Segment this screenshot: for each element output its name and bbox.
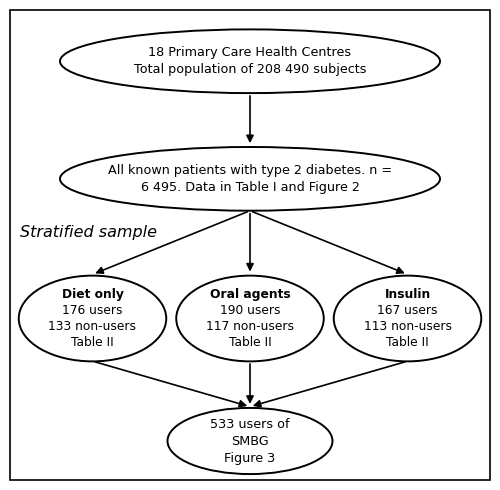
Text: 176 users: 176 users <box>62 304 123 317</box>
Text: 190 users: 190 users <box>220 304 280 317</box>
Text: Diet only: Diet only <box>62 288 124 301</box>
Text: 18 Primary Care Health Centres
Total population of 208 490 subjects: 18 Primary Care Health Centres Total pop… <box>134 46 366 76</box>
Text: 113 non-users: 113 non-users <box>364 320 452 333</box>
Text: 533 users of
SMBG
Figure 3: 533 users of SMBG Figure 3 <box>210 417 290 465</box>
Ellipse shape <box>60 29 440 93</box>
Ellipse shape <box>60 147 440 211</box>
Text: Table II: Table II <box>228 336 272 349</box>
Text: Insulin: Insulin <box>384 288 430 301</box>
Text: Table II: Table II <box>386 336 429 349</box>
Ellipse shape <box>176 275 324 362</box>
Ellipse shape <box>334 275 481 362</box>
Text: Oral agents: Oral agents <box>210 288 290 301</box>
Ellipse shape <box>168 408 332 474</box>
Text: All known patients with type 2 diabetes. n =
6 495. Data in Table I and Figure 2: All known patients with type 2 diabetes.… <box>108 164 392 194</box>
Text: 133 non-users: 133 non-users <box>48 320 136 333</box>
Text: 117 non-users: 117 non-users <box>206 320 294 333</box>
Text: 167 users: 167 users <box>378 304 438 317</box>
Text: Table II: Table II <box>71 336 114 349</box>
Ellipse shape <box>19 275 166 362</box>
Text: Stratified sample: Stratified sample <box>20 225 157 240</box>
